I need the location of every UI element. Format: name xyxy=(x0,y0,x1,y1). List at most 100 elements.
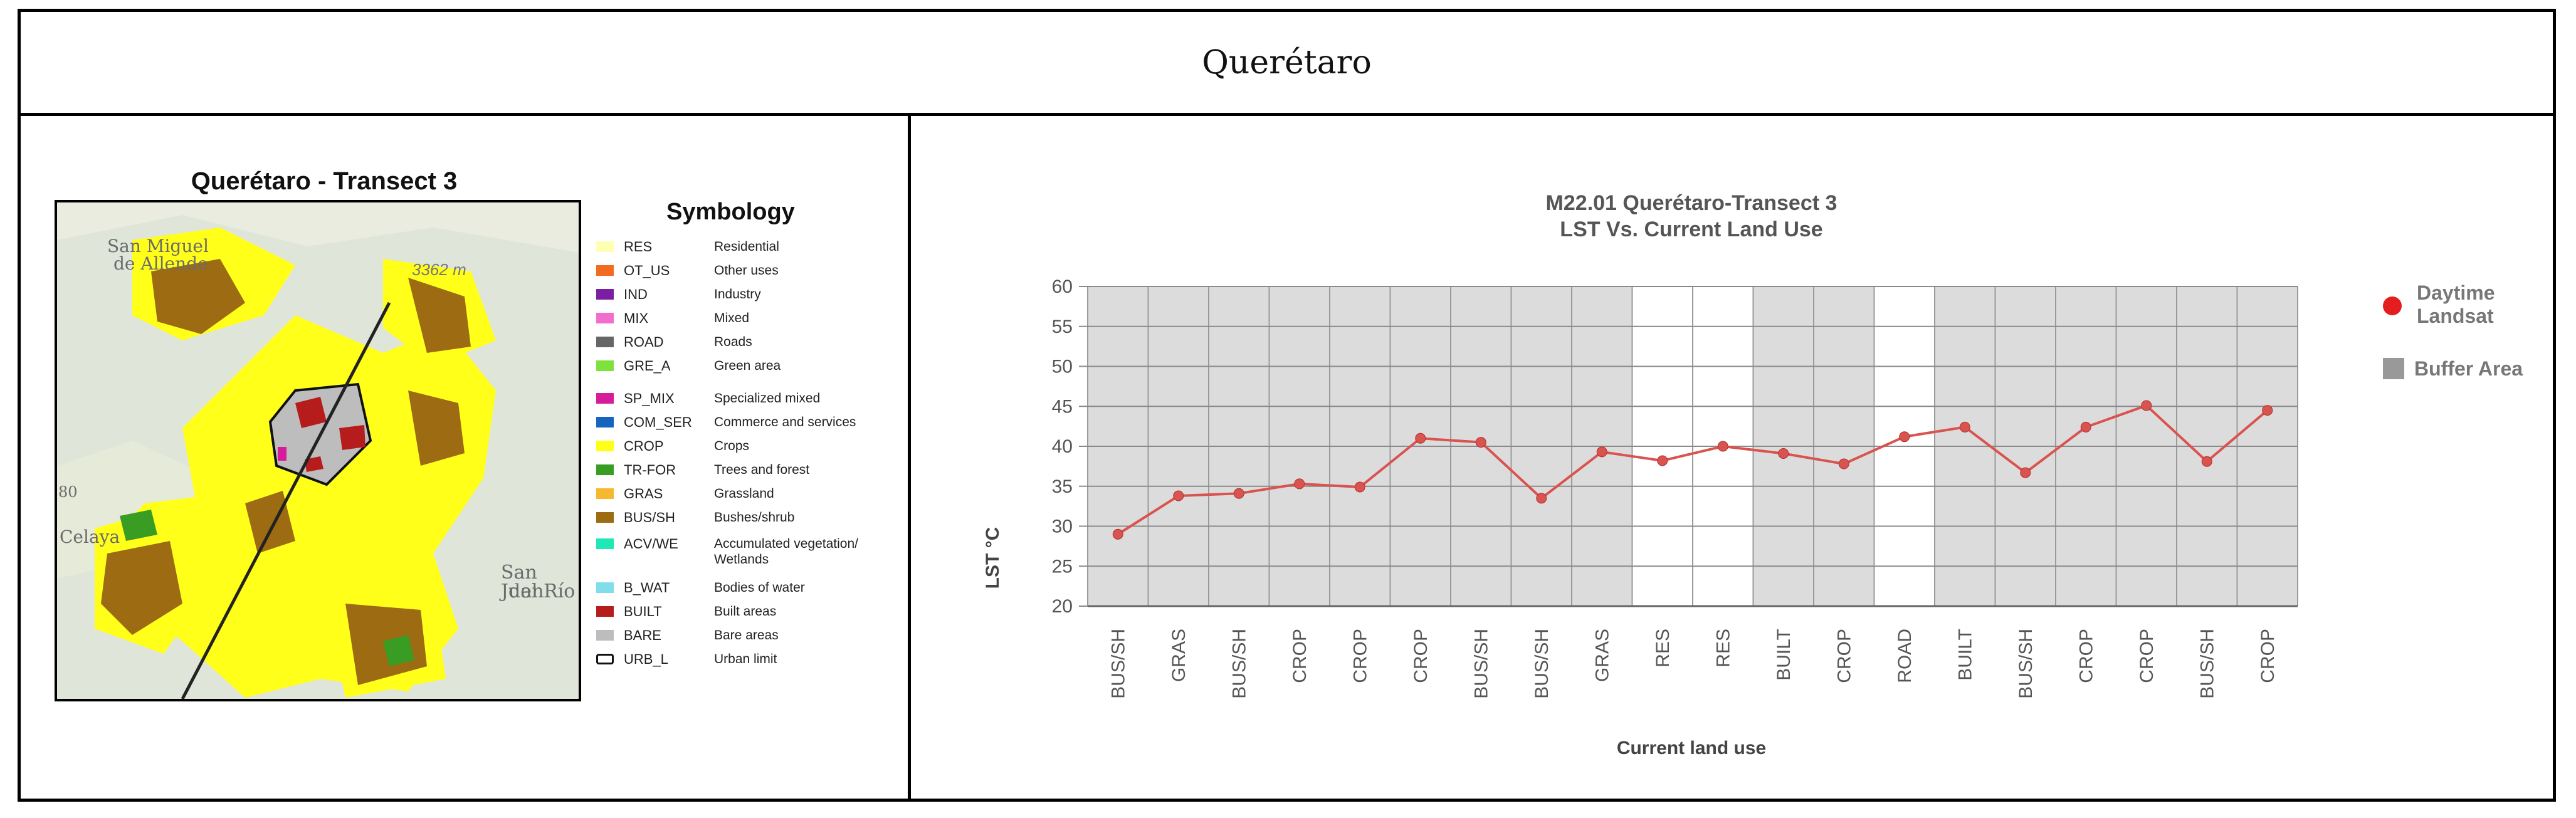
x-category-label: CROP xyxy=(2137,629,2157,683)
x-category-label: GRAS xyxy=(1169,629,1189,682)
data-point xyxy=(1596,446,1607,458)
legend-item-b-wat: B_WAT Bodies of water xyxy=(596,580,805,601)
data-point xyxy=(1233,488,1244,499)
data-point xyxy=(1899,431,1910,443)
y-axis-label: LST °C xyxy=(982,527,1003,589)
data-point xyxy=(1959,421,1970,433)
header-row: Querétaro xyxy=(21,12,2553,116)
legend-swatch xyxy=(596,360,614,371)
series-line xyxy=(1117,404,2269,535)
legend-code: BUILT xyxy=(624,604,662,619)
legend-swatch xyxy=(596,582,614,593)
data-point xyxy=(1415,433,1426,444)
legend-series-marker xyxy=(2383,296,2402,315)
legend-description: Residential xyxy=(714,239,779,254)
legend-swatch xyxy=(596,337,614,347)
legend-description: Bushes/shrub xyxy=(714,510,795,525)
legend-item-gre-a: GRE_A Green area xyxy=(596,358,781,379)
legend-description: Bare areas xyxy=(714,628,779,642)
y-tick-label: 55 xyxy=(1052,317,1073,337)
legend-series-label-line-2: Landsat xyxy=(2417,305,2494,327)
legend-swatch xyxy=(596,512,614,523)
legend-item-bus-sh: BUS/SH Bushes/shrub xyxy=(596,510,794,531)
data-point xyxy=(1354,481,1365,493)
legend-description: Roads xyxy=(714,335,752,349)
data-point xyxy=(2080,421,2091,433)
x-category-label: BUS/SH xyxy=(1229,629,1249,699)
x-axis-categories: BUS/SH GRAS BUS/SH CROP CROP CROP BUS/SH BUS/SH… xyxy=(1108,629,2278,699)
x-category-label: CROP xyxy=(2258,629,2278,683)
legend-buffer-label: Buffer Area xyxy=(2414,357,2523,380)
data-point xyxy=(1717,441,1728,452)
legend-swatch xyxy=(596,241,614,252)
x-axis-label: Current land use xyxy=(1617,738,1766,758)
land-use-map: San Miguel de Allende Celaya San Juan de… xyxy=(55,200,581,701)
legend-code: TR-FOR xyxy=(624,462,676,478)
place-label-san-miguel: San Miguel xyxy=(107,236,209,256)
legend-description: Crops xyxy=(714,439,750,453)
page-title: Querétaro xyxy=(1202,43,1372,81)
legend-code: GRAS xyxy=(624,486,663,501)
y-tick-label: 30 xyxy=(1052,516,1073,537)
x-category-label: BUS/SH xyxy=(1471,629,1491,699)
legend-item-ind: IND Industry xyxy=(596,286,761,308)
legend-description: Specialized mixed xyxy=(714,391,821,406)
legend-swatch xyxy=(596,313,614,323)
legend-code: IND xyxy=(624,286,648,302)
legend-item-bare: BARE Bare areas xyxy=(596,627,779,649)
x-category-label: ROAD xyxy=(1895,629,1915,683)
legend-code: OT_US xyxy=(624,263,670,278)
data-point xyxy=(1657,455,1668,466)
chart-legend: Daytime Landsat Buffer Area xyxy=(2383,281,2523,380)
legend-description: Industry xyxy=(714,287,761,302)
x-category-label: GRAS xyxy=(1592,629,1612,682)
legend-swatch xyxy=(596,630,614,641)
y-axis-ticks: 20 25 30 35 40 45 50 55 60 xyxy=(1052,276,1073,617)
legend-swatch xyxy=(596,464,614,475)
data-point xyxy=(1778,448,1789,459)
chart-subtitle: LST Vs. Current Land Use xyxy=(1560,218,1822,241)
legend-code: BUS/SH xyxy=(624,510,675,525)
legend-code: COM_SER xyxy=(624,414,692,430)
legend-description: Commerce and services xyxy=(714,415,856,429)
legend-item-acv-we: ACV/WE Accumulated vegetation/ Wetlands xyxy=(596,536,858,567)
legend-description: Grassland xyxy=(714,486,774,501)
data-point xyxy=(2020,467,2031,478)
data-point xyxy=(2201,456,2212,467)
x-category-label: CROP xyxy=(1411,629,1431,683)
map-panel: Querétaro - Transect 3 xyxy=(21,116,911,799)
data-point xyxy=(1838,458,1849,469)
legend-swatch xyxy=(596,606,614,617)
legend-code: ROAD xyxy=(624,334,664,350)
legend-item-urb-l: URB_L Urban limit xyxy=(596,651,777,673)
chart-panel: 20 25 30 35 40 45 50 55 60 BUS/SH GRAS BUS/SH CROP C… xyxy=(911,116,2553,799)
legend-swatch xyxy=(596,654,614,664)
legend-item-gras: GRAS Grassland xyxy=(596,486,774,507)
legend-swatch xyxy=(596,265,614,276)
legend-swatch xyxy=(596,441,614,451)
legend-code: B_WAT xyxy=(624,580,670,595)
legend-code: BARE xyxy=(624,627,661,643)
y-tick-label: 25 xyxy=(1052,556,1073,577)
legend-item-res: RES Residential xyxy=(596,239,779,260)
legend-description: Bodies of water xyxy=(714,580,805,595)
data-point xyxy=(1536,493,1547,504)
x-category-label: BUILT xyxy=(1955,629,1975,681)
legend-swatch xyxy=(596,289,614,300)
place-label-san-juan: San Juan xyxy=(501,562,544,602)
data-point xyxy=(2262,405,2273,416)
data-point xyxy=(1112,528,1123,540)
data-point xyxy=(1294,478,1305,490)
legend-swatch xyxy=(596,538,614,549)
x-category-label: CROP xyxy=(1350,629,1370,683)
legend-item-sp-mix: SP_MIX Specialized mixed xyxy=(596,391,820,412)
x-category-label: CROP xyxy=(1834,629,1854,683)
figure-frame: Querétaro Querétaro - Transect 3 xyxy=(18,9,2556,802)
legend-swatch xyxy=(596,488,614,499)
legend-item-crop: CROP Crops xyxy=(596,438,749,459)
place-label-de-allende: de Allende xyxy=(113,253,208,274)
legend-item-built: BUILT Built areas xyxy=(596,604,776,625)
elevation-label: 3362 m xyxy=(412,260,466,279)
map-graphic xyxy=(57,202,579,699)
x-category-label: RES xyxy=(1713,629,1733,668)
